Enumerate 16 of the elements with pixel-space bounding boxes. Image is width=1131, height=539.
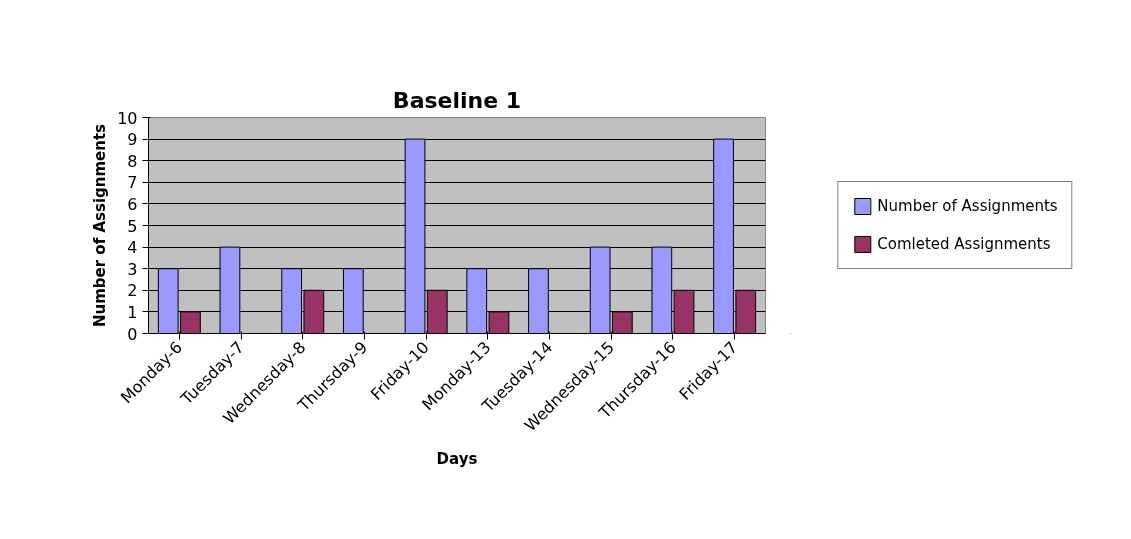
y-tick-label: 9	[127, 130, 138, 150]
legend-label: Comleted Assignments	[877, 235, 1051, 253]
y-tick-label: 4	[127, 238, 138, 258]
y-tick-label: 3	[127, 259, 138, 279]
y-axis-title: Number of Assignments	[91, 123, 110, 328]
y-tick-label: 2	[127, 281, 138, 301]
y-tick-label: 6	[127, 194, 138, 214]
y-tick-label: 7	[127, 173, 138, 193]
y-tick-label: 5	[127, 216, 138, 236]
y-tick-label: 8	[127, 151, 138, 171]
x-axis-title: Days	[436, 449, 478, 468]
y-tick-label: 1	[127, 302, 138, 322]
chart-title: Baseline 1	[392, 87, 522, 113]
y-tick-label: 0	[127, 324, 138, 344]
y-tick-label: 10	[117, 108, 138, 128]
legend-label: Number of Assignments	[877, 197, 1058, 215]
